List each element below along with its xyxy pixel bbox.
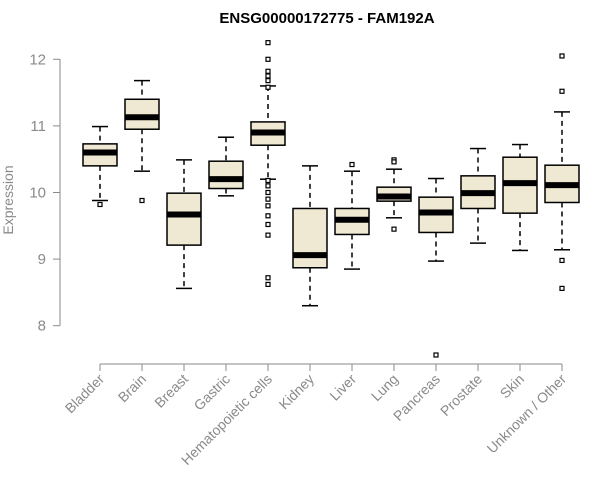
y-axis: 8 9 10 11 12 bbox=[29, 51, 61, 335]
y-axis-label: Expression bbox=[0, 165, 16, 234]
outlier-point bbox=[139, 197, 145, 204]
outlier-point bbox=[265, 221, 271, 228]
box-iqr bbox=[166, 192, 202, 246]
outlier-point bbox=[391, 226, 397, 232]
outlier-point bbox=[265, 40, 271, 46]
x-tick-label: Breast bbox=[151, 371, 191, 411]
box-group bbox=[376, 157, 412, 232]
box-group bbox=[250, 40, 286, 288]
outlier-point bbox=[265, 84, 271, 90]
box-group bbox=[208, 136, 244, 197]
outlier-point bbox=[265, 232, 271, 238]
x-tick-label: Bladder bbox=[62, 371, 108, 417]
x-tick-label: Skin bbox=[497, 371, 528, 402]
y-tick-label: 9 bbox=[38, 251, 46, 268]
outlier-point bbox=[265, 275, 271, 281]
outlier-point bbox=[265, 183, 271, 189]
outlier-point bbox=[265, 281, 271, 288]
box-group bbox=[502, 143, 538, 252]
chart-title: ENSG00000172775 - FAM192A bbox=[219, 10, 434, 27]
y-tick-label: 12 bbox=[29, 51, 46, 68]
box-group bbox=[418, 177, 454, 358]
box-group bbox=[334, 161, 370, 270]
box-group bbox=[82, 125, 118, 208]
x-tick-label: Liver bbox=[326, 371, 359, 404]
outlier-point bbox=[265, 56, 271, 62]
box-group bbox=[460, 147, 496, 244]
x-tick-label: Lung bbox=[368, 371, 401, 404]
box-iqr bbox=[208, 160, 244, 190]
x-tick-label: Pancreas bbox=[390, 371, 443, 424]
outlier-point bbox=[433, 352, 439, 358]
outlier-point bbox=[265, 203, 271, 209]
outlier-point bbox=[265, 213, 271, 219]
outlier-point bbox=[265, 177, 271, 184]
y-tick-label: 11 bbox=[30, 118, 46, 135]
outlier-point bbox=[559, 53, 565, 59]
box-group bbox=[124, 79, 160, 204]
outlier-point bbox=[265, 68, 271, 74]
outlier-point bbox=[391, 159, 397, 165]
outlier-point bbox=[265, 196, 271, 202]
outlier-point bbox=[559, 257, 565, 264]
box-group bbox=[544, 53, 580, 292]
box-group bbox=[292, 165, 328, 307]
box-iqr bbox=[292, 207, 328, 269]
x-tick-label: Brain bbox=[115, 371, 149, 405]
y-tick-label: 8 bbox=[38, 318, 46, 335]
x-tick-label: Unknown / Other bbox=[484, 371, 570, 457]
outlier-point bbox=[97, 201, 103, 208]
boxes bbox=[82, 40, 580, 358]
outlier-point bbox=[265, 189, 271, 196]
outlier-point bbox=[265, 78, 271, 84]
y-tick-label: 10 bbox=[29, 185, 46, 202]
outlier-point bbox=[265, 73, 271, 79]
x-tick-label: Kidney bbox=[276, 371, 318, 413]
outlier-point bbox=[559, 88, 565, 94]
x-tick-label: Prostate bbox=[437, 371, 485, 419]
outlier-point bbox=[349, 161, 355, 168]
box-group bbox=[166, 159, 202, 290]
outlier-point bbox=[559, 285, 565, 292]
